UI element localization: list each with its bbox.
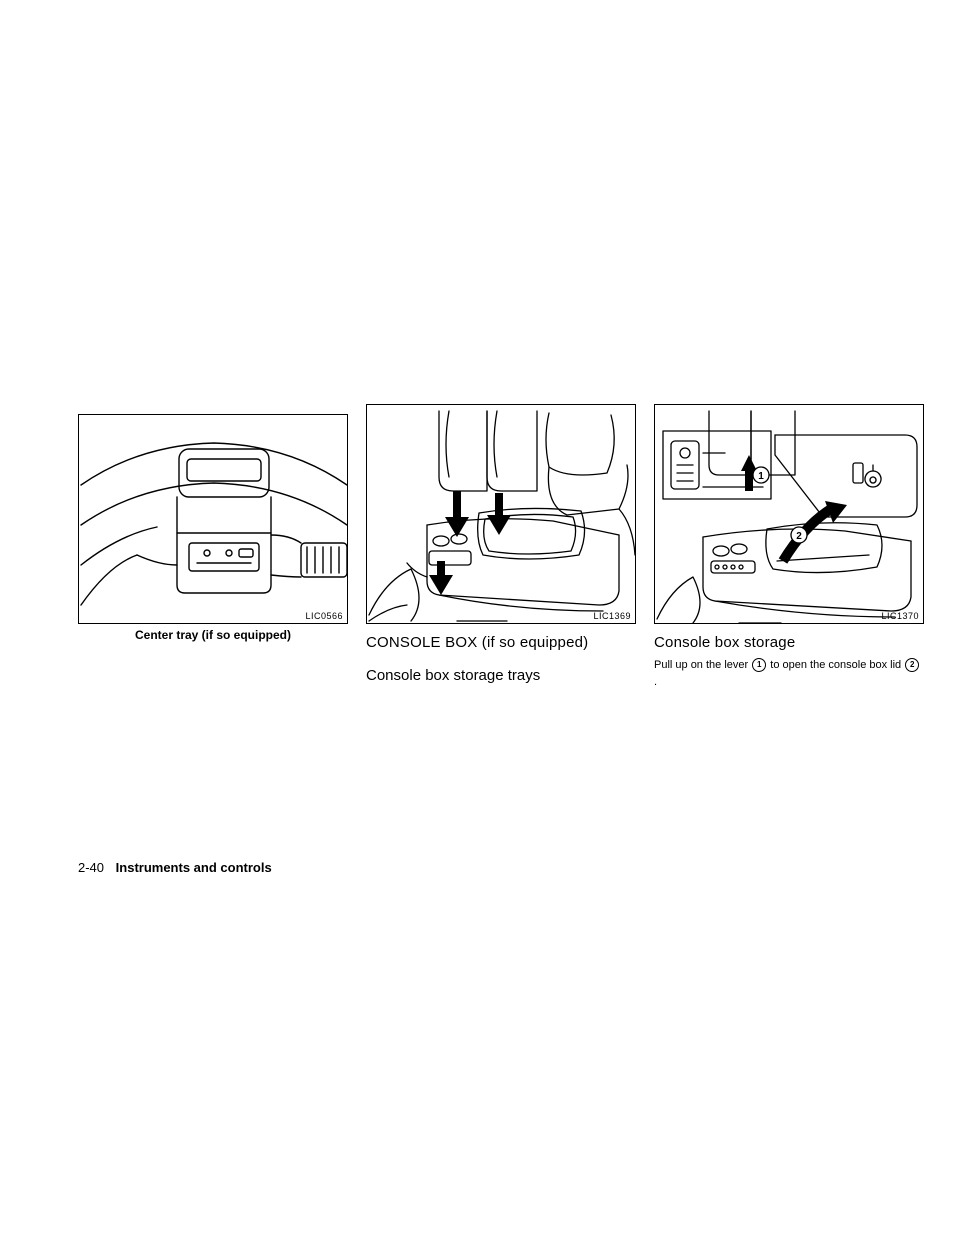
page-footer: 2-40 Instruments and controls — [78, 860, 272, 875]
illustration-console-storage: 1 2 — [655, 405, 925, 625]
page-number: 2-40 — [78, 860, 104, 875]
body-post: . — [654, 676, 657, 688]
column-left: LIC0566 Center tray (if so equipped) — [78, 414, 348, 642]
figure-code-left: LIC0566 — [305, 611, 343, 621]
callout-1-icon: 1 — [752, 658, 766, 672]
svg-text:1: 1 — [758, 471, 764, 482]
figure-console-trays: LIC1369 — [366, 404, 636, 624]
column-right: 1 2 LIC1370 Console box storage Pull up … — [654, 404, 924, 690]
body-pre: Pull up on the lever — [654, 659, 751, 671]
heading-console-box: CONSOLE BOX (if so equipped) — [366, 634, 636, 651]
caption-center-tray: Center tray (if so equipped) — [78, 628, 348, 642]
svg-text:2: 2 — [796, 531, 802, 542]
body-mid: to open the console box lid — [767, 659, 904, 671]
illustration-center-tray — [79, 415, 349, 625]
body-console-storage: Pull up on the lever 1 to open the conso… — [654, 657, 924, 690]
figure-center-tray: LIC0566 — [78, 414, 348, 624]
figure-code-center: LIC1369 — [593, 611, 631, 621]
figure-console-storage: 1 2 LIC1370 — [654, 404, 924, 624]
illustration-console-trays — [367, 405, 637, 625]
column-center: LIC1369 CONSOLE BOX (if so equipped) Con… — [366, 404, 636, 684]
subheading-storage-trays: Console box storage trays — [366, 667, 636, 684]
section-title: Instruments and controls — [116, 860, 272, 875]
manual-page: LIC0566 Center tray (if so equipped) — [0, 0, 954, 1235]
heading-console-storage: Console box storage — [654, 634, 924, 651]
figure-code-right: LIC1370 — [881, 611, 919, 621]
callout-2-icon: 2 — [905, 658, 919, 672]
